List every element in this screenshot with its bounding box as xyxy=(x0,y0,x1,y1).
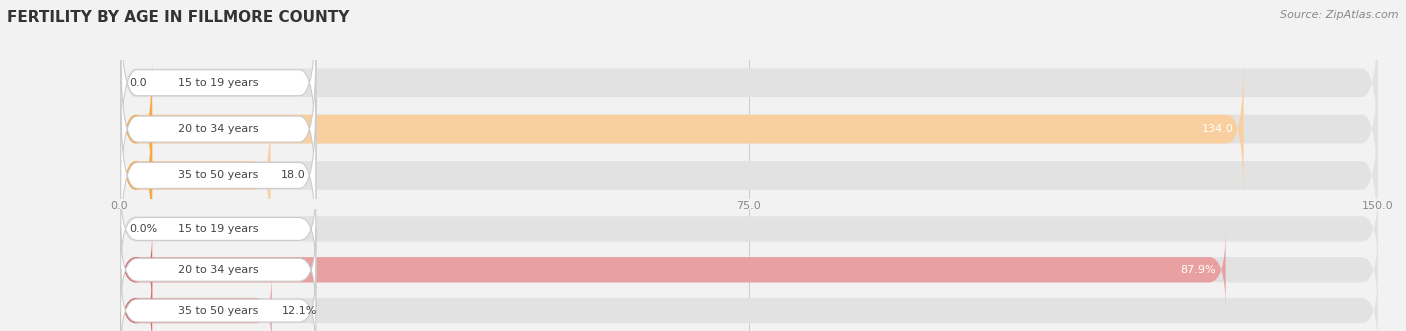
Text: 15 to 19 years: 15 to 19 years xyxy=(179,78,259,88)
FancyBboxPatch shape xyxy=(120,99,152,252)
FancyBboxPatch shape xyxy=(121,5,316,160)
Text: 18.0: 18.0 xyxy=(281,170,305,180)
FancyBboxPatch shape xyxy=(121,98,316,253)
FancyBboxPatch shape xyxy=(120,229,152,310)
FancyBboxPatch shape xyxy=(120,270,271,331)
FancyBboxPatch shape xyxy=(120,99,1378,252)
Text: 87.9%: 87.9% xyxy=(1180,265,1216,275)
Text: Source: ZipAtlas.com: Source: ZipAtlas.com xyxy=(1281,10,1399,20)
FancyBboxPatch shape xyxy=(120,229,1378,310)
FancyBboxPatch shape xyxy=(120,53,1378,205)
FancyBboxPatch shape xyxy=(120,270,1378,331)
FancyBboxPatch shape xyxy=(120,229,1226,310)
Text: 35 to 50 years: 35 to 50 years xyxy=(179,306,259,315)
FancyBboxPatch shape xyxy=(121,228,316,311)
Text: 20 to 34 years: 20 to 34 years xyxy=(179,124,259,134)
Text: 0.0%: 0.0% xyxy=(129,224,157,234)
Text: 35 to 50 years: 35 to 50 years xyxy=(179,170,259,180)
FancyBboxPatch shape xyxy=(120,189,1378,269)
Text: 20 to 34 years: 20 to 34 years xyxy=(179,265,259,275)
Text: 0.0: 0.0 xyxy=(129,78,148,88)
Text: 134.0: 134.0 xyxy=(1202,124,1233,134)
FancyBboxPatch shape xyxy=(121,52,316,207)
FancyBboxPatch shape xyxy=(121,269,316,331)
FancyBboxPatch shape xyxy=(120,99,270,252)
Text: 15 to 19 years: 15 to 19 years xyxy=(179,224,259,234)
Text: 12.1%: 12.1% xyxy=(281,306,318,315)
FancyBboxPatch shape xyxy=(120,53,152,205)
FancyBboxPatch shape xyxy=(121,187,316,270)
Text: FERTILITY BY AGE IN FILLMORE COUNTY: FERTILITY BY AGE IN FILLMORE COUNTY xyxy=(7,10,350,25)
FancyBboxPatch shape xyxy=(120,7,1378,159)
FancyBboxPatch shape xyxy=(120,53,1244,205)
FancyBboxPatch shape xyxy=(120,270,152,331)
